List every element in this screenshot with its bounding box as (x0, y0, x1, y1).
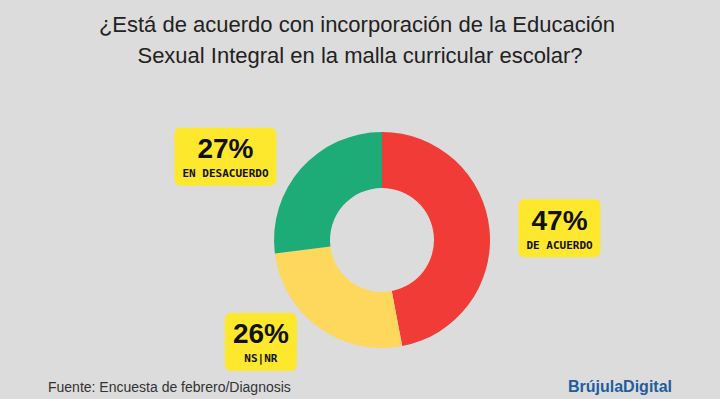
svg-text:27%: 27% (197, 133, 253, 164)
svg-text:BrújulaDigital: BrújulaDigital (568, 378, 672, 395)
svg-text:47%: 47% (532, 205, 588, 236)
svg-text:¿Está de acuerdo con incorpora: ¿Está de acuerdo con incorporación de la… (99, 12, 621, 37)
svg-text:26%: 26% (233, 318, 289, 349)
svg-text:Sexual Integral en la malla cu: Sexual Integral en la malla curricular e… (137, 43, 582, 68)
svg-text:EN DESACUERDO: EN DESACUERDO (182, 167, 268, 180)
svg-text:Fuente: Encuesta de febrero/Di: Fuente: Encuesta de febrero/Diagnosis (48, 379, 291, 395)
svg-text:DE ACUERDO: DE ACUERDO (526, 239, 593, 252)
svg-text:NS|NR: NS|NR (244, 352, 277, 365)
